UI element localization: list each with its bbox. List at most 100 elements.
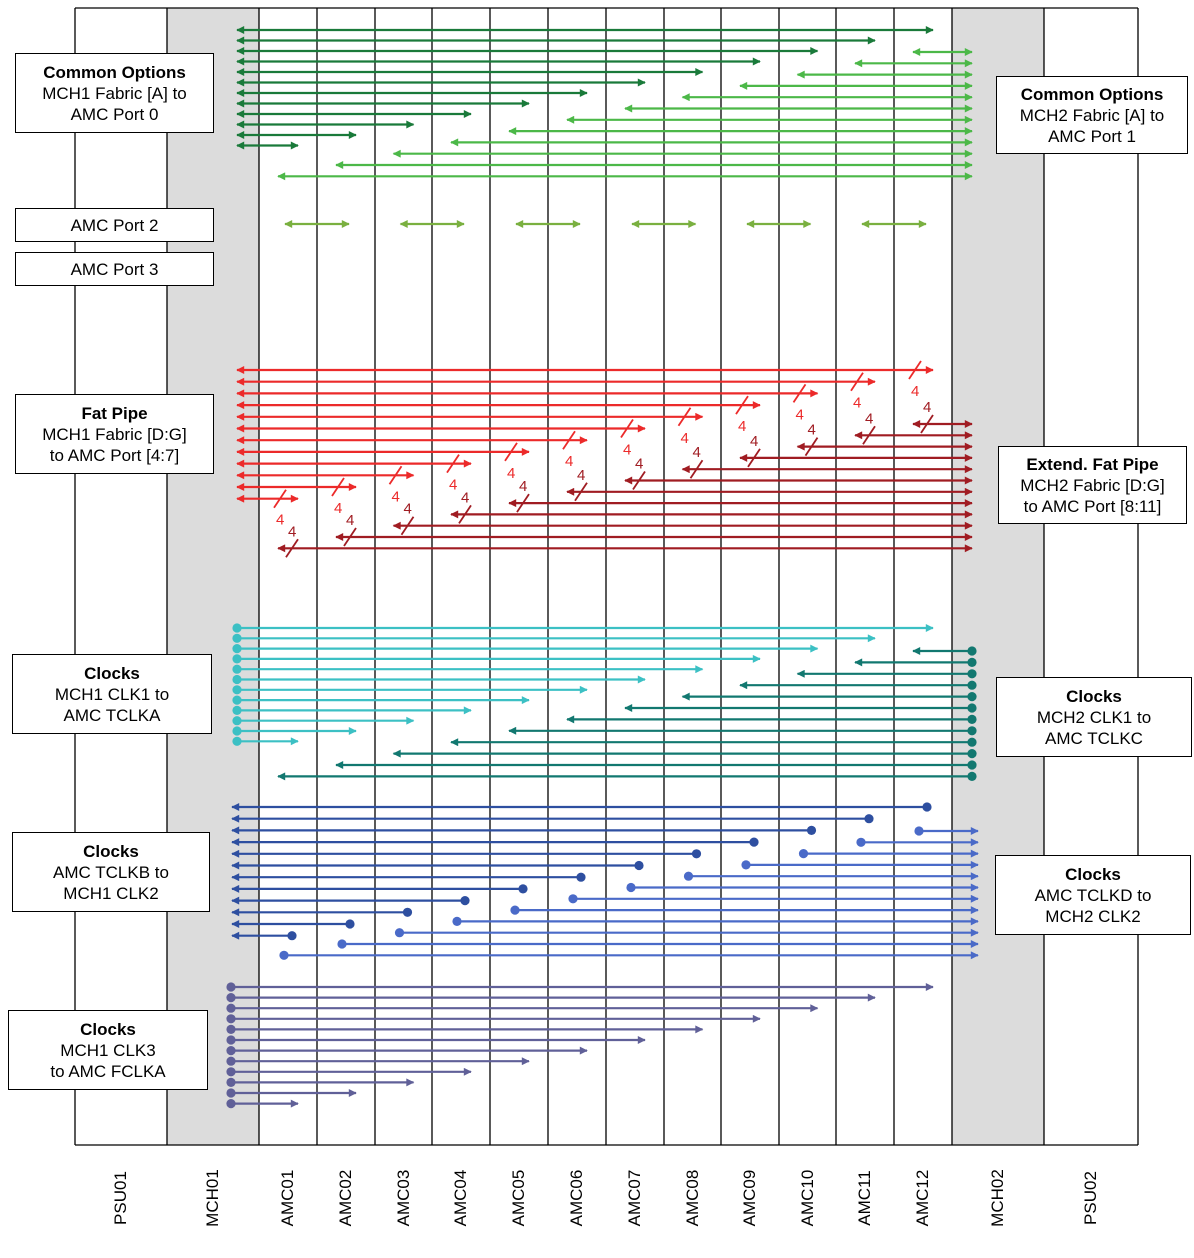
bus-width-label: 4 [635,456,643,473]
label-clocks-mch2-clk1: Clocks MCH2 CLK1 to AMC TCLKC [996,677,1192,757]
connection-dot [232,664,242,674]
bus-width-label: 4 [577,467,585,484]
slot-label-amc07: AMC07 [625,1169,644,1227]
label-extend-fat-pipe: Extend. Fat Pipe MCH2 Fabric [D:G] to AM… [998,446,1187,524]
bus-width-slash [331,477,345,497]
connection-dot [226,1077,236,1087]
label-amc-port-3: AMC Port 3 [15,252,214,286]
connection-dot [806,825,817,836]
bus-width-label: 4 [392,488,400,505]
bus-width-slash [850,372,864,392]
bus-width-slash [285,538,299,558]
bus-width-label: 4 [507,465,515,482]
slot-label-amc05: AMC05 [509,1169,528,1227]
connection-dot [634,860,644,871]
connection-dot [226,1099,236,1109]
connection-dot [967,657,977,668]
label-fat-pipe: Fat Pipe MCH1 Fabric [D:G] to AMC Port [… [15,394,214,474]
connection-dot [741,860,751,870]
connection-dot [967,714,977,725]
bus-width-label: 4 [750,433,758,450]
bus-width-slash [747,448,761,468]
bus-width-slash [908,360,922,380]
slot-label-psu02: PSU02 [1081,1171,1100,1225]
bus-width-label: 4 [911,383,919,400]
connection-dot [798,849,809,859]
connection-dot [279,950,289,960]
bus-width-label: 4 [519,478,527,495]
bus-width-slash [458,504,472,524]
bus-width-label: 4 [461,489,469,506]
connection-dot [967,703,977,713]
bus-width-slash [920,414,934,434]
bus-width-label: 4 [276,512,284,529]
connection-dot [232,674,242,685]
connection-dot [856,837,866,847]
bus-width-slash [562,430,576,450]
connection-dot [226,1014,236,1024]
bus-width-slash [735,395,749,415]
connection-dot [287,931,297,941]
label-common-options-mch2: Common Options MCH2 Fabric [A] to AMC Po… [996,76,1188,154]
bus-width-label: 4 [334,500,342,517]
slot-bg-mch02 [952,8,1044,1145]
bus-width-slash [574,482,588,502]
bus-width-label: 4 [796,406,804,423]
slot-bg-mch01 [167,8,259,1145]
connection-dot [922,802,932,812]
connection-dot [226,1003,236,1013]
slot-label-amc03: AMC03 [393,1169,413,1227]
connection-dot [226,1067,236,1077]
connection-dot [345,919,355,929]
connection-dot [226,1088,236,1098]
connection-dot [510,905,520,915]
connection-dot [749,837,759,847]
connection-dot [452,916,462,927]
connection-dot [394,928,405,938]
label-amc-port-2: AMC Port 2 [15,208,214,242]
connection-dot [914,826,924,836]
connection-dot [232,633,242,643]
connection-dot [683,871,694,881]
bus-width-slash [504,442,518,462]
connection-dot [460,896,470,906]
bus-width-label: 4 [681,430,689,447]
bus-width-slash [862,425,876,445]
connection-dot [232,654,242,664]
connection-dot [226,1035,236,1045]
bus-width-slash [400,516,415,536]
bus-width-label: 4 [623,442,631,459]
connection-dot [967,726,977,736]
connection-dot [337,939,347,949]
slot-label-amc01: AMC01 [278,1169,297,1227]
label-clocks-tclkb: Clocks AMC TCLKB to MCH1 CLK2 [12,832,210,912]
bus-width-slash [689,459,704,479]
bus-width-slash [632,471,646,490]
connection-dot [226,993,236,1003]
slot-label-amc12: AMC12 [913,1169,932,1227]
connection-dot [232,716,242,726]
bus-width-label: 4 [288,523,296,540]
connection-dot [232,623,242,633]
connection-dot [226,1046,236,1056]
connection-dot [864,814,874,824]
slot-label-amc10: AMC10 [797,1169,817,1227]
connection-dot [232,695,242,705]
bus-width-slash [516,493,530,513]
bus-width-slash [273,489,287,509]
connection-dot [967,669,977,679]
slot-label-amc09: AMC09 [740,1169,759,1227]
bus-width-label: 4 [449,477,457,494]
connection-dot [232,726,242,736]
connection-dot [626,882,636,893]
connection-dot [226,1024,236,1034]
connection-dot [232,644,242,654]
connection-dot [232,685,242,695]
bus-width-slash [620,419,634,438]
bus-width-slash [446,454,460,474]
bus-width-slash [343,527,357,547]
bus-width-label: 4 [865,410,873,427]
connection-dot [576,872,586,882]
